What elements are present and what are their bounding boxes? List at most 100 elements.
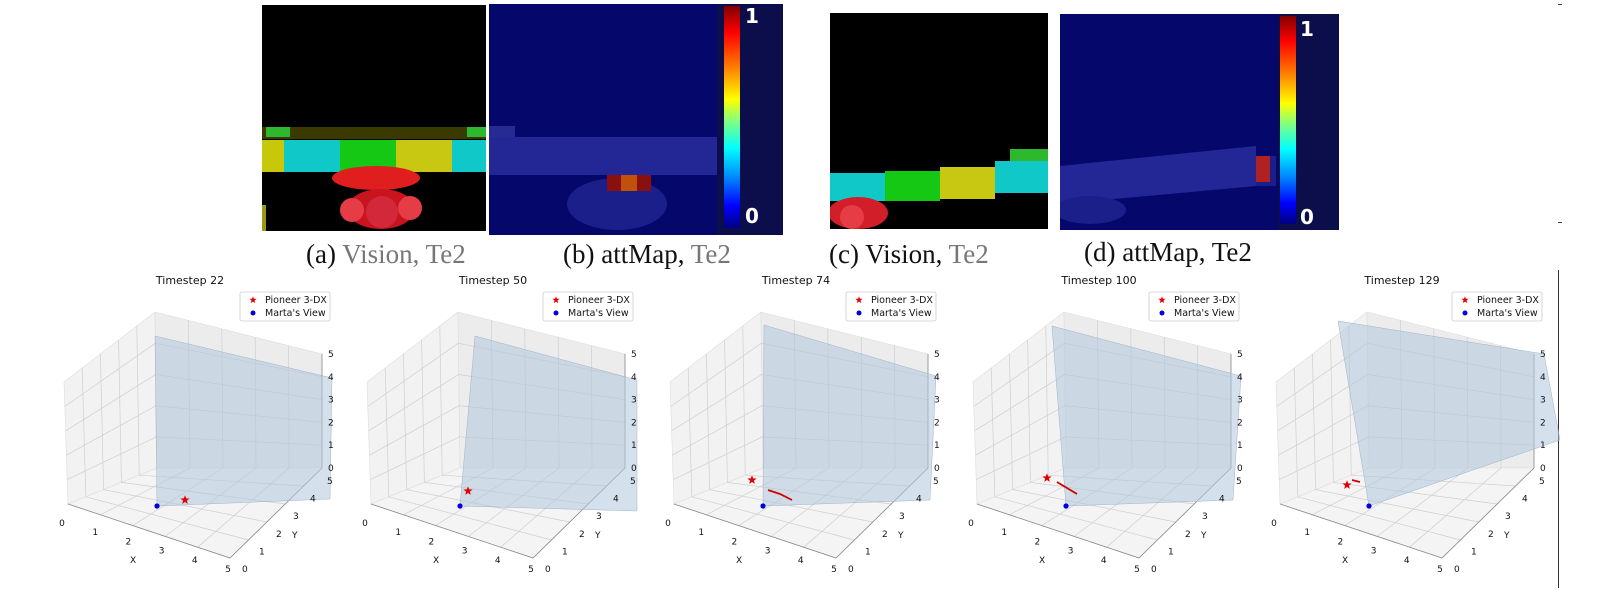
x-axis-label: X	[736, 556, 742, 566]
legend-dot	[1160, 311, 1165, 316]
x-tick-label: 4	[1101, 556, 1107, 566]
y-tick-label: 0	[242, 565, 248, 575]
y-tick-label: 2	[276, 530, 282, 540]
y-tick-label: 0	[1151, 565, 1157, 575]
legend-label-robot: Pioneer 3-DX	[568, 295, 630, 306]
attention-map-panel-b: 1 0	[489, 4, 783, 235]
y-tick-label: 3	[1505, 512, 1511, 522]
x-tick-label: 3	[462, 547, 468, 557]
y-tick-label: 4	[613, 495, 619, 505]
x-tick-label: 1	[395, 528, 401, 538]
view-plane	[1338, 321, 1560, 506]
x-tick-label: 2	[126, 537, 132, 547]
view-point	[760, 503, 765, 508]
y-tick-label: 1	[259, 547, 265, 557]
attention-map-panel-d: 1 0	[1060, 14, 1339, 230]
x-tick-label: 0	[1271, 519, 1277, 529]
x-tick-label: 2	[429, 537, 435, 547]
y-tick-label: 3	[596, 512, 602, 522]
z-tick-label: 2	[1540, 418, 1546, 428]
y-axis-label: Y	[1503, 531, 1510, 541]
y-tick-label: 2	[882, 530, 888, 540]
legend-label-robot: Pioneer 3-DX	[1477, 295, 1539, 306]
y-axis-label: Y	[291, 531, 298, 541]
x-tick-label: 4	[798, 556, 804, 566]
plot-title: Timestep 50	[458, 274, 527, 287]
plot-title: Timestep 100	[1060, 274, 1136, 287]
x-tick-label: 0	[59, 519, 65, 529]
y-tick-label: 0	[848, 565, 854, 575]
x-tick-label: 3	[159, 547, 165, 557]
x-tick-label: 1	[92, 528, 98, 538]
x-tick-label: 1	[1001, 528, 1007, 538]
colorbar	[1280, 16, 1296, 224]
z-tick-label: 5	[1540, 350, 1546, 360]
caption-c: (c) Vision, Te2	[829, 239, 989, 270]
y-tick-label: 3	[899, 512, 905, 522]
colorbar	[724, 6, 740, 228]
view-point	[1063, 503, 1068, 508]
x-tick-label: 4	[192, 556, 198, 566]
y-tick-label: 3	[293, 512, 299, 522]
z-tick-label: 0	[1540, 464, 1546, 474]
y-tick-label: 1	[1471, 547, 1477, 557]
y-axis-label: Y	[1200, 531, 1207, 541]
legend-label-view: Marta's View	[568, 308, 629, 319]
x-tick-label: 0	[665, 519, 671, 529]
z-tick-label: 3	[1540, 396, 1546, 406]
colorbar-min-label: 0	[745, 204, 759, 228]
vision-panel-a	[262, 5, 486, 231]
legend-label-view: Marta's View	[1174, 308, 1235, 319]
x-tick-label: 2	[732, 537, 738, 547]
vision-a-scene	[262, 5, 486, 231]
x-tick-label: 5	[1437, 565, 1443, 575]
view-point	[1366, 503, 1371, 508]
y-tick-label: 4	[310, 495, 316, 505]
legend-dot	[554, 311, 559, 316]
z-tick-label: 4	[1540, 373, 1546, 383]
x-tick-label: 3	[1371, 547, 1377, 557]
z-tick-label: 1	[1540, 441, 1546, 451]
plot-title: Timestep 129	[1363, 274, 1439, 287]
x-tick-label: 5	[831, 565, 837, 575]
x-axis-label: X	[1039, 556, 1045, 566]
y-axis-label: Y	[897, 531, 904, 541]
vision-panel-c	[830, 13, 1048, 229]
y-tick-label: 2	[579, 530, 585, 540]
colorbar-max-label: 1	[1300, 17, 1314, 41]
x-tick-label: 0	[968, 519, 974, 529]
legend-dot	[251, 311, 256, 316]
plot-title: Timestep 74	[761, 274, 830, 287]
view-point	[457, 503, 462, 508]
x-axis-label: X	[130, 556, 136, 566]
y-tick-label: 4	[1219, 495, 1225, 505]
colorbar-min-label: 0	[1300, 205, 1314, 229]
y-tick-label: 5	[1539, 477, 1545, 487]
legend-label-robot: Pioneer 3-DX	[265, 295, 327, 306]
caption-a: (a) Vision, Te2	[306, 239, 466, 270]
y-tick-label: 3	[1202, 512, 1208, 522]
attention-map-d-scene	[1060, 14, 1339, 230]
colorbar-max-label: 1	[745, 4, 759, 28]
x-tick-label: 5	[225, 565, 231, 575]
x-tick-label: 4	[495, 556, 501, 566]
y-tick-label: 2	[1185, 530, 1191, 540]
x-axis-label: X	[433, 556, 439, 566]
y-tick-label: 2	[1488, 530, 1494, 540]
y-tick-label: 1	[1168, 547, 1174, 557]
x-tick-label: 5	[528, 565, 534, 575]
legend-label-robot: Pioneer 3-DX	[871, 295, 933, 306]
view-point	[154, 503, 159, 508]
y-axis-label: Y	[594, 531, 601, 541]
y-tick-label: 0	[545, 565, 551, 575]
